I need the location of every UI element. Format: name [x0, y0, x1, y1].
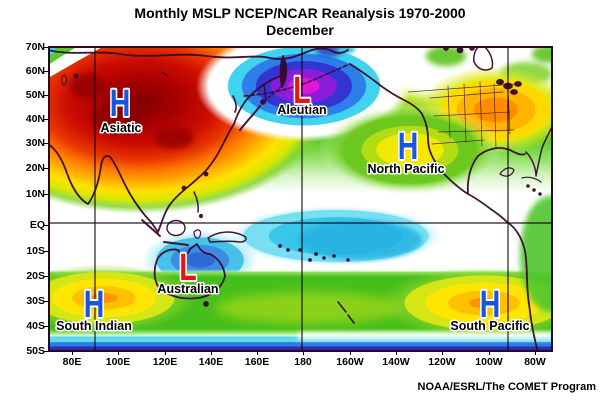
lon-tick: 140W: [374, 351, 418, 368]
center-label-asiatic: Asiatic: [101, 121, 142, 135]
map-plot: H Asiatic L Aleutian H North Pacific L A…: [0, 0, 595, 353]
lat-tick: 20S: [0, 270, 48, 282]
low-symbol-australian: L: [179, 247, 196, 289]
center-label-australian: Australian: [157, 282, 218, 296]
lat-tick: 30S: [0, 295, 48, 307]
lon-tick: 100W: [467, 351, 511, 368]
us-state-borders: [407, 81, 517, 149]
lat-tick: 20N: [0, 162, 48, 174]
lat-tick: 30N: [0, 137, 48, 149]
mslp-contour-map: H Asiatic L Aleutian H North Pacific L A…: [0, 0, 595, 353]
lon-tick: 140E: [189, 351, 233, 368]
lat-tick: 40S: [0, 320, 48, 332]
lon-tick: 120W: [420, 351, 464, 368]
lon-tick: 120E: [143, 351, 187, 368]
high-symbol-asiatic: H: [110, 83, 131, 125]
pressure-field: [0, 0, 595, 352]
map-border: [48, 46, 553, 352]
credit-text: NOAA/ESRL/The COMET Program: [417, 381, 596, 393]
page-title: Monthly MSLP NCEP/NCAR Reanalysis 1970-2…: [134, 5, 466, 21]
lat-tick: 60N: [0, 65, 48, 77]
center-label-aleutian: Aleutian: [277, 103, 326, 117]
australia-coastline: [153, 243, 226, 300]
center-label-south-indian: South Indian: [56, 319, 132, 333]
south-indian-high-field: [12, 264, 196, 332]
page-subtitle: December: [266, 22, 334, 38]
lon-tick: 160W: [328, 351, 372, 368]
lat-tick: EQ: [0, 219, 48, 231]
high-symbol-north-pacific: H: [398, 126, 419, 168]
lon-tick: 100E: [96, 351, 140, 368]
lon-tick: 160E: [235, 351, 279, 368]
lon-tick: 80W: [513, 351, 557, 368]
center-label-south-pacific: South Pacific: [450, 319, 529, 333]
lat-tick: 40N: [0, 113, 48, 125]
lon-tick: 80E: [50, 351, 94, 368]
grid-lines: [48, 46, 553, 352]
high-symbol-south-pacific: H: [480, 284, 501, 326]
north-pacific-high-field: [318, 104, 502, 196]
lat-tick: 10N: [0, 188, 48, 200]
lat-tick: 50S: [0, 345, 48, 357]
lat-tick: 50N: [0, 89, 48, 101]
high-symbol-south-indian: H: [84, 284, 105, 326]
lat-tick: 10S: [0, 245, 48, 257]
low-symbol-aleutian: L: [293, 70, 310, 112]
pressure-center-labels: H Asiatic L Aleutian H North Pacific L A…: [55, 68, 531, 334]
lon-tick: 180: [281, 351, 325, 368]
center-label-north-pacific: North Pacific: [367, 162, 444, 176]
lat-tick: 70N: [0, 41, 48, 53]
title-block: Monthly MSLP NCEP/NCAR Reanalysis 1970-2…: [0, 5, 600, 39]
